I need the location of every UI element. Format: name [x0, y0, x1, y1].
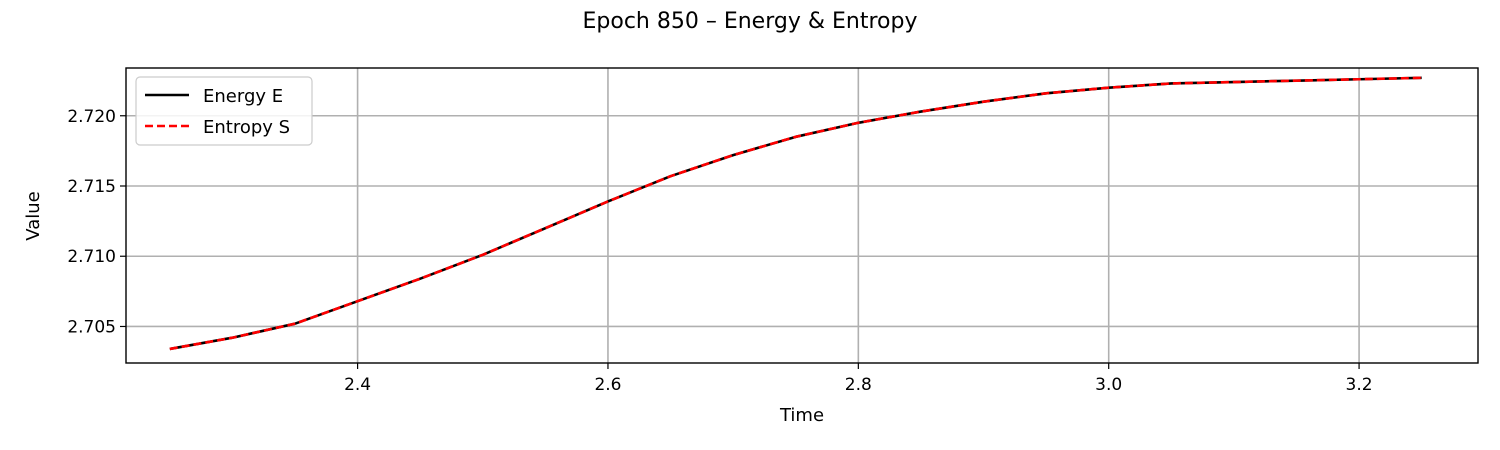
x-axis-label: Time [779, 405, 824, 426]
x-tick-label: 3.2 [1346, 375, 1373, 395]
legend-label-energy: Energy E [203, 86, 283, 107]
grid [126, 68, 1478, 363]
y-tick-label: 2.720 [67, 107, 116, 127]
chart-title: Epoch 850 – Energy & Entropy [583, 9, 918, 34]
plot-frame [125, 67, 1479, 364]
legend-label-entropy: Entropy S [203, 117, 290, 138]
series-group [169, 76, 1422, 351]
y-tick-label: 2.715 [67, 177, 116, 197]
x-tick-label: 2.4 [344, 375, 371, 395]
y-tick-label: 2.705 [67, 317, 116, 337]
x-tick-label: 2.8 [845, 375, 872, 395]
x-tick-label: 3.0 [1095, 375, 1122, 395]
legend: Energy E Entropy S [135, 76, 313, 146]
y-axis: 2.705 2.710 2.715 2.720 [67, 107, 126, 337]
series-line-entropy-s [169, 76, 1422, 351]
y-axis-label: Value [23, 191, 44, 240]
y-tick-label: 2.710 [67, 247, 116, 267]
x-axis: 2.4 2.6 2.8 3.0 3.2 [344, 363, 1373, 395]
x-tick-label: 2.6 [594, 375, 621, 395]
